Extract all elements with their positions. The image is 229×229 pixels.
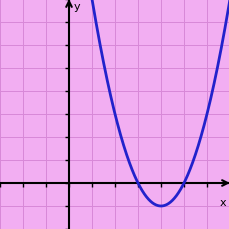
Text: x: x (219, 197, 225, 207)
Text: y: y (73, 2, 80, 12)
